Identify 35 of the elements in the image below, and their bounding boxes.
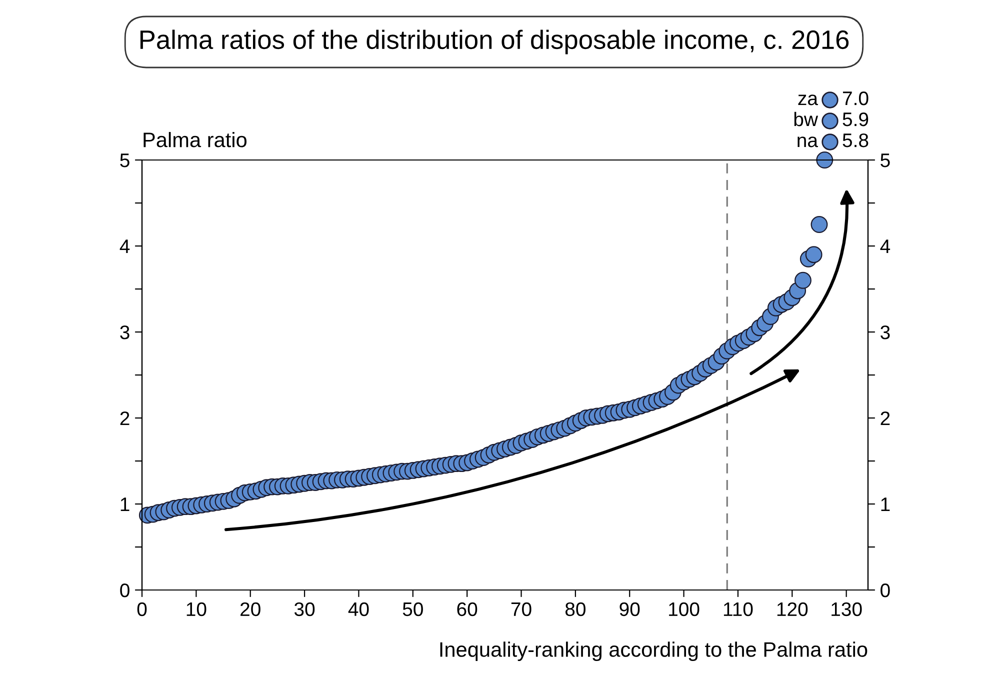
x-tick-label: 110 <box>724 602 753 616</box>
text: bw <box>794 112 818 126</box>
x-tick-label: 0 <box>137 602 147 616</box>
text: 7.0 <box>842 91 868 106</box>
y2-tick-label: 5 <box>880 154 890 168</box>
chart-title: Palma ratios of the distribution of disposable income, c. 2016 <box>140 30 849 54</box>
y-tick-label: 5 <box>120 154 130 168</box>
y-tick-label: 2 <box>120 411 130 426</box>
x-tick-label: 70 <box>511 602 532 616</box>
y2-tick-label: 0 <box>880 583 890 598</box>
y-axis-title: Palma ratio <box>144 132 246 148</box>
x-tick-label: 90 <box>620 602 640 616</box>
text: na <box>798 136 818 148</box>
x-tick-label: 60 <box>457 602 478 616</box>
text: 5.8 <box>842 133 868 148</box>
y2-tick-label: 2 <box>880 411 890 426</box>
x-tick-label: 30 <box>294 602 315 616</box>
y2-tick-label: 4 <box>880 240 890 254</box>
x-tick-label: 20 <box>240 602 260 616</box>
x-tick-label: 40 <box>348 602 369 616</box>
x-axis-title: Inequality-ranking according to the Palma ratio <box>440 642 868 662</box>
y-tick-label: 4 <box>120 240 130 254</box>
x-tick-label: 130 <box>832 602 862 616</box>
x-tick-label: 80 <box>565 602 586 616</box>
y-tick-label: 3 <box>120 325 130 340</box>
x-tick-label: 10 <box>186 602 206 616</box>
text: 5.9 <box>842 112 868 126</box>
text: za <box>798 94 818 106</box>
x-tick-label: 120 <box>777 602 808 616</box>
y-tick-label: 1 <box>120 498 130 512</box>
x-tick-label: 100 <box>669 602 700 616</box>
y2-tick-label: 3 <box>880 325 890 340</box>
x-tick-label: 50 <box>402 602 423 616</box>
y2-tick-label: 1 <box>881 498 890 512</box>
y-tick-label: 0 <box>120 583 130 598</box>
